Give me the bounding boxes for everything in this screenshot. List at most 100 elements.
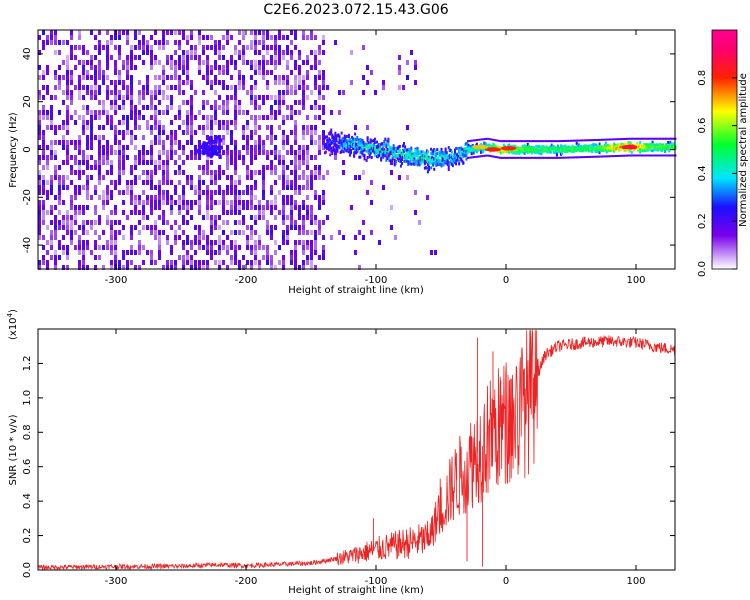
- heatmap-cell: [404, 145, 407, 149]
- heatmap-cell: [467, 146, 470, 150]
- heatmap-cell: [382, 85, 385, 90]
- heatmap-cell: [624, 137, 627, 140]
- heatmap-cell: [286, 80, 289, 85]
- heatmap-cell: [262, 165, 265, 170]
- heatmap-cell: [529, 140, 532, 143]
- heatmap-cell: [210, 205, 213, 210]
- heatmap-cell: [329, 138, 332, 142]
- heatmap-cell: [210, 245, 213, 250]
- heatmap-cell: [361, 152, 364, 156]
- heatmap-cell: [432, 152, 435, 156]
- heatmap-cell: [514, 145, 517, 149]
- heatmap-cell: [86, 110, 89, 115]
- heatmap-cell: [368, 152, 371, 156]
- heatmap-cell: [621, 154, 624, 157]
- heatmap-cell: [666, 146, 669, 150]
- heatmap-cell: [392, 154, 395, 158]
- heatmap-cell: [66, 115, 69, 120]
- heatmap-cell: [66, 90, 69, 95]
- heatmap-cell: [337, 140, 340, 144]
- heatmap-cell: [419, 161, 422, 165]
- heatmap-cell: [611, 145, 614, 149]
- heatmap-cell: [424, 153, 427, 157]
- heatmap-cell: [86, 135, 89, 140]
- heatmap-cell: [561, 151, 564, 155]
- heatmap-cell: [314, 250, 317, 255]
- heatmap-cell: [82, 205, 85, 210]
- heatmap-cell: [342, 90, 345, 95]
- heatmap-cell: [234, 255, 237, 260]
- heatmap-cell: [318, 170, 321, 175]
- heatmap-cell: [74, 140, 77, 145]
- heatmap-cell: [426, 170, 429, 174]
- heatmap-cell: [78, 160, 81, 165]
- heatmap-cell: [388, 146, 391, 150]
- heatmap-cell: [74, 55, 77, 60]
- heatmap-cell: [62, 90, 65, 95]
- heatmap-cell: [250, 245, 253, 250]
- heatmap-cell: [94, 95, 97, 100]
- heatmap-cell: [398, 65, 401, 70]
- heatmap-cell: [278, 90, 281, 95]
- heatmap-cell: [242, 55, 245, 60]
- heatmap-cell: [94, 210, 97, 215]
- heatmap-cell: [338, 141, 341, 145]
- heatmap-cell: [352, 137, 355, 141]
- heatmap-cell: [206, 125, 209, 130]
- heatmap-cell: [306, 195, 309, 200]
- heatmap-cell: [98, 195, 101, 200]
- heatmap-cell: [325, 142, 328, 146]
- heatmap-cell: [222, 260, 225, 265]
- heatmap-cell: [433, 161, 436, 165]
- spectrogram-x-axis-label: Height of straight line (km): [288, 285, 424, 296]
- heatmap-cell: [635, 154, 638, 157]
- heatmap-cell: [282, 120, 285, 125]
- heatmap-cell: [214, 149, 218, 154]
- heatmap-cell: [238, 210, 241, 215]
- heatmap-cell: [411, 157, 414, 161]
- heatmap-cell: [568, 145, 571, 149]
- heatmap-cell: [533, 149, 536, 153]
- heatmap-cell: [102, 70, 105, 75]
- heatmap-cell: [282, 220, 285, 225]
- heatmap-cell: [430, 166, 433, 170]
- heatmap-cell: [490, 144, 493, 148]
- heatmap-cell: [226, 95, 229, 100]
- heatmap-cell: [362, 45, 365, 50]
- heatmap-cell: [226, 30, 229, 35]
- heatmap-cell: [194, 150, 197, 155]
- heatmap-cell: [663, 154, 666, 157]
- heatmap-cell: [134, 55, 137, 60]
- heatmap-cell: [642, 145, 645, 149]
- heatmap-cell: [509, 156, 512, 159]
- heatmap-cell: [577, 143, 580, 147]
- heatmap-cell: [662, 137, 664, 140]
- heatmap-cell: [554, 156, 557, 159]
- heatmap-cell: [354, 132, 357, 136]
- heatmap-cell: [282, 145, 285, 150]
- heatmap-cell: [122, 165, 125, 170]
- heatmap-cell: [150, 95, 153, 100]
- heatmap-cell: [122, 105, 125, 110]
- heatmap-cell: [110, 225, 113, 230]
- heatmap-cell: [468, 145, 471, 149]
- heatmap-cell: [50, 240, 53, 245]
- heatmap-cell: [603, 143, 606, 147]
- heatmap-cell: [158, 245, 161, 250]
- heatmap-cell: [290, 90, 293, 95]
- heatmap-cell: [587, 144, 590, 148]
- heatmap-cell: [546, 140, 549, 143]
- heatmap-cell: [639, 150, 642, 154]
- heatmap-cell: [254, 245, 257, 250]
- heatmap-cell: [571, 147, 574, 151]
- heatmap-cell: [377, 154, 380, 158]
- heatmap-cell: [385, 155, 388, 159]
- heatmap-cell: [360, 140, 363, 144]
- heatmap-cell: [523, 140, 526, 143]
- heatmap-cell: [405, 148, 408, 152]
- heatmap-cell: [605, 147, 608, 151]
- heatmap-cell: [50, 230, 53, 235]
- heatmap-cell: [278, 45, 281, 50]
- heatmap-cell: [381, 152, 384, 156]
